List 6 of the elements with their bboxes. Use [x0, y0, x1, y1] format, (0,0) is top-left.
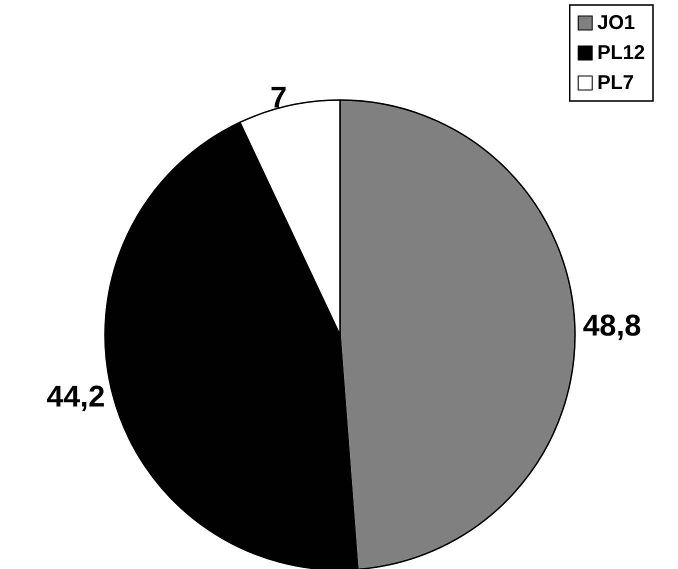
data-label: 48,8: [582, 309, 642, 342]
data-label: 7: [270, 81, 287, 114]
data-label: 44,2: [46, 380, 106, 414]
legend-label: JO1: [597, 12, 636, 34]
legend-label: PL12: [597, 42, 646, 64]
legend-label: PL7: [597, 72, 634, 94]
